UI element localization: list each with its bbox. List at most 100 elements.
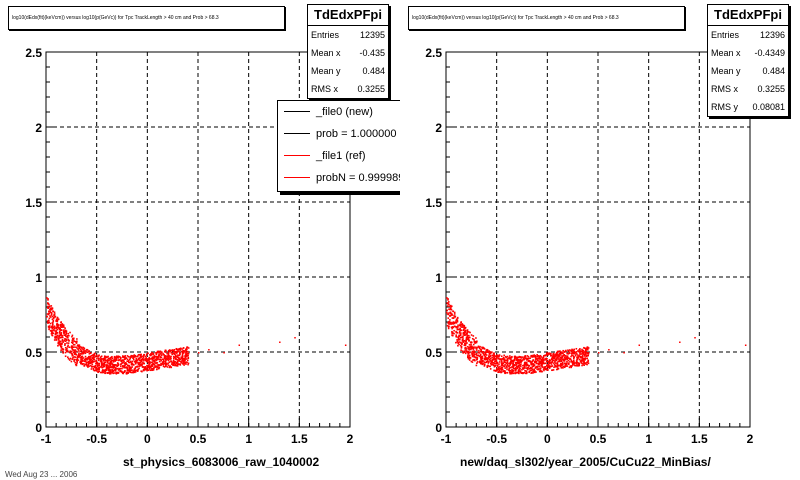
scatter-point xyxy=(60,326,63,328)
scatter-point xyxy=(449,304,452,307)
scatter-point xyxy=(133,354,136,356)
scatter-point xyxy=(177,359,180,362)
scatter-point xyxy=(113,358,116,361)
scatter-point xyxy=(485,350,487,353)
scatter-point xyxy=(455,335,457,338)
scatter-point xyxy=(512,366,515,368)
scatter-point xyxy=(97,356,99,358)
scatter-point xyxy=(534,366,537,368)
scatter-point xyxy=(109,369,112,372)
scatter-point xyxy=(504,361,507,364)
scatter-point xyxy=(472,343,475,346)
scatter-point xyxy=(452,332,454,334)
scatter-point xyxy=(514,370,517,372)
scatter-point xyxy=(123,366,125,369)
scatter-point xyxy=(55,326,58,328)
scatter-point xyxy=(555,354,558,357)
scatter-point xyxy=(150,352,152,355)
scatter-point xyxy=(165,362,168,365)
scatter-point xyxy=(50,314,53,316)
scatter-point xyxy=(506,368,508,371)
scatter-point xyxy=(585,355,588,358)
scatter-point xyxy=(557,355,559,358)
scatter-point xyxy=(135,360,137,362)
scatter-point xyxy=(59,343,61,346)
scatter-point xyxy=(174,364,176,367)
scatter-point xyxy=(165,349,167,352)
scatter-point xyxy=(103,370,105,372)
scatter-point xyxy=(181,348,183,350)
scatter-point xyxy=(138,363,141,365)
scatter-point xyxy=(552,359,555,362)
scatter-point xyxy=(78,352,80,354)
scatter-point xyxy=(482,347,484,350)
scatter-point xyxy=(149,365,151,368)
scatter-point xyxy=(163,354,165,356)
x-tick-label: 0 xyxy=(544,432,551,446)
scatter-point xyxy=(554,361,556,363)
scatter-point xyxy=(134,361,137,364)
scatter-point xyxy=(450,312,452,315)
scatter-point xyxy=(488,355,490,357)
scatter-point xyxy=(279,341,281,343)
scatter-point xyxy=(141,357,144,360)
scatter-point xyxy=(488,365,490,368)
scatter-point xyxy=(563,354,565,357)
scatter-point xyxy=(496,364,499,367)
scatter-point xyxy=(516,365,519,368)
scatter-point xyxy=(446,311,448,314)
scatter-point xyxy=(59,327,61,330)
scatter-point xyxy=(55,339,58,341)
x-tick-label: -1 xyxy=(41,432,52,446)
scatter-point xyxy=(504,359,507,362)
scatter-point xyxy=(68,334,70,337)
scatter-point xyxy=(489,351,491,353)
scatter-point xyxy=(455,320,457,322)
scatter-point xyxy=(466,334,468,336)
scatter-point xyxy=(575,353,578,355)
scatter-point xyxy=(566,360,568,363)
scatter-point xyxy=(84,363,87,366)
scatter-point xyxy=(58,332,61,334)
scatter-point xyxy=(74,340,77,343)
scatter-point xyxy=(471,337,474,340)
scatter-point xyxy=(94,360,96,363)
scatter-point xyxy=(82,359,84,362)
scatter-point xyxy=(479,354,482,357)
scatter-point xyxy=(465,338,467,341)
scatter-point xyxy=(156,357,158,359)
scatter-point xyxy=(459,329,462,331)
scatter-point xyxy=(92,369,95,371)
scatter-point xyxy=(579,352,581,354)
scatter-point xyxy=(71,335,73,338)
scatter-point xyxy=(558,359,561,362)
scatter-point xyxy=(182,347,185,349)
scatter-point xyxy=(564,363,567,366)
scatter-point xyxy=(111,370,114,373)
scatter-point xyxy=(80,349,83,352)
scatter-point xyxy=(494,363,497,365)
scatter-point xyxy=(493,365,496,368)
scatter-point xyxy=(450,313,453,315)
scatter-point xyxy=(532,370,534,372)
scatter-point xyxy=(553,362,555,364)
scatter-point xyxy=(545,359,547,361)
scatter-point xyxy=(57,339,60,341)
scatter-point xyxy=(88,355,91,358)
scatter-point xyxy=(59,334,62,337)
scatter-point xyxy=(109,364,112,367)
scatter-point xyxy=(456,340,459,343)
scatter-point xyxy=(110,359,113,362)
scatter-point xyxy=(494,365,497,367)
scatter-point xyxy=(446,305,449,307)
scatter-point xyxy=(565,349,567,352)
scatter-point xyxy=(452,317,455,319)
scatter-point xyxy=(485,349,488,351)
scatter-point xyxy=(138,353,141,356)
scatter-point xyxy=(53,313,56,315)
scatter-point xyxy=(158,366,161,369)
scatter-point xyxy=(148,367,151,370)
scatter-point xyxy=(47,302,49,304)
scatter-point xyxy=(140,359,143,361)
scatter-point xyxy=(50,326,53,329)
